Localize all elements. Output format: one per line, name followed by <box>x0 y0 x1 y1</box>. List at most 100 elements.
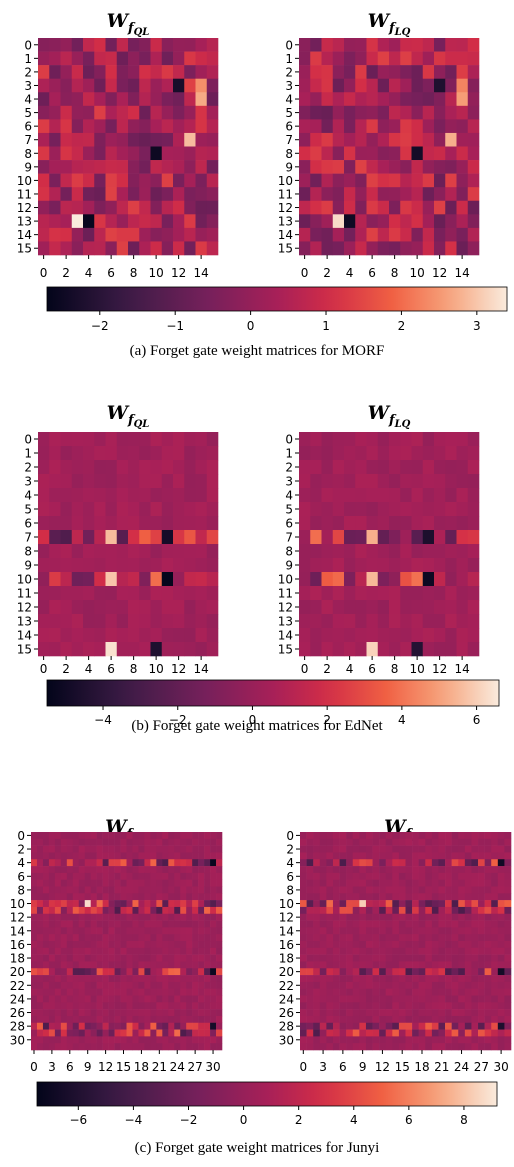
heatmap-cell <box>464 920 472 928</box>
heatmap-cell <box>467 200 480 215</box>
heatmap-cell <box>96 968 103 976</box>
heatmap-cell <box>216 1015 223 1024</box>
heatmap-cell <box>418 900 426 908</box>
heatmap-cell <box>144 832 151 840</box>
heatmap-cell <box>339 886 347 894</box>
heatmap-cell <box>71 65 84 79</box>
heatmap-cell <box>144 995 151 1003</box>
heatmap-cell <box>120 893 127 901</box>
heatmap-cell <box>300 954 307 962</box>
heatmap-cell <box>184 460 196 475</box>
heatmap-cell <box>321 119 334 134</box>
heatmap-cell <box>385 954 393 962</box>
heatmap-cell <box>438 961 446 969</box>
heatmap-cell <box>128 173 140 188</box>
heatmap-cell <box>102 832 109 840</box>
row-tick-label: 13 <box>17 615 32 629</box>
heatmap-cell <box>180 1029 187 1037</box>
heatmap-cell <box>400 572 412 587</box>
heatmap-cell <box>42 988 50 996</box>
heatmap-cell <box>139 92 151 107</box>
heatmap-cell <box>310 241 322 256</box>
heatmap-cell <box>389 488 401 503</box>
heatmap-cell <box>96 920 103 928</box>
heatmap-cell <box>392 934 400 942</box>
heatmap-cell <box>96 886 103 894</box>
heatmap-cell <box>425 900 433 908</box>
col-tick-label: 27 <box>188 1060 203 1074</box>
heatmap-cell <box>128 132 140 147</box>
heatmap-cell <box>139 200 151 215</box>
heatmap-cell <box>195 241 208 256</box>
row-tick-label: 11 <box>278 587 293 601</box>
heatmap-cell <box>366 214 379 229</box>
heatmap-cell <box>174 906 181 915</box>
heatmap-cell <box>355 241 367 256</box>
heatmap-cell <box>66 947 74 955</box>
heatmap-cell <box>71 92 84 107</box>
heatmap-cell <box>161 173 174 188</box>
heatmap-cell <box>60 995 68 1003</box>
heatmap-cell <box>411 105 424 120</box>
heatmap-cell <box>464 886 472 894</box>
heatmap-cell <box>313 866 321 874</box>
heatmap-cell <box>49 474 61 489</box>
heatmap-cell <box>321 530 334 545</box>
heatmap-cell <box>300 900 307 908</box>
matrix-title: WfLQ <box>368 10 411 38</box>
heatmap-cell <box>204 927 211 935</box>
heatmap-cell <box>173 200 185 215</box>
heatmap-cell <box>156 886 163 894</box>
heatmap-cell <box>71 51 84 66</box>
heatmap-cell <box>173 432 185 447</box>
heatmap-cell <box>180 872 187 880</box>
heatmap-cell <box>464 893 472 901</box>
heatmap-cell <box>313 995 321 1003</box>
heatmap-cell <box>379 832 387 840</box>
heatmap-cell <box>299 160 311 174</box>
heatmap-cell <box>332 516 345 531</box>
heatmap-cell <box>195 586 208 601</box>
heatmap-cell <box>195 78 208 93</box>
heatmap-cell <box>94 146 106 161</box>
heatmap-cell <box>445 200 457 215</box>
heatmap-cell <box>377 628 390 643</box>
heatmap-cell <box>60 78 73 93</box>
heatmap-cell <box>180 900 187 908</box>
heatmap-cell <box>491 832 499 840</box>
heatmap-cell <box>405 838 413 846</box>
heatmap-cell <box>332 187 345 202</box>
heatmap-cell <box>42 1043 50 1051</box>
heatmap-cell <box>484 941 492 949</box>
heatmap-cell <box>389 146 401 161</box>
heatmap-cell <box>497 872 505 880</box>
heatmap-cell <box>300 1002 307 1010</box>
col-tick-label: 12 <box>432 266 447 280</box>
heatmap-cell <box>306 832 314 840</box>
heatmap-cell <box>114 859 121 867</box>
heatmap-cell <box>422 530 435 545</box>
row-tick-label: 5 <box>285 106 293 120</box>
heatmap-cell <box>346 927 354 935</box>
heatmap-cell <box>352 920 360 928</box>
heatmap-cell <box>150 852 157 860</box>
heatmap-cell <box>126 859 133 867</box>
row-tick-label: 12 <box>278 201 293 215</box>
heatmap-cell <box>138 859 145 867</box>
heatmap-cell <box>422 241 435 256</box>
row-tick-label: 3 <box>24 475 32 489</box>
heatmap-cell <box>445 628 457 643</box>
heatmap-cell <box>210 1043 217 1051</box>
heatmap-cell <box>156 920 163 928</box>
heatmap-cell <box>352 913 360 921</box>
heatmap-cell <box>90 886 97 894</box>
heatmap-cell <box>114 906 121 915</box>
heatmap-cell <box>352 859 360 867</box>
heatmap-cell <box>434 241 446 256</box>
heatmap-cell <box>132 954 139 962</box>
heatmap-cell <box>36 1002 44 1010</box>
heatmap-cell <box>132 981 139 989</box>
heatmap-cell <box>445 961 452 969</box>
heatmap-cell <box>418 872 426 880</box>
heatmap-cell <box>438 900 446 908</box>
